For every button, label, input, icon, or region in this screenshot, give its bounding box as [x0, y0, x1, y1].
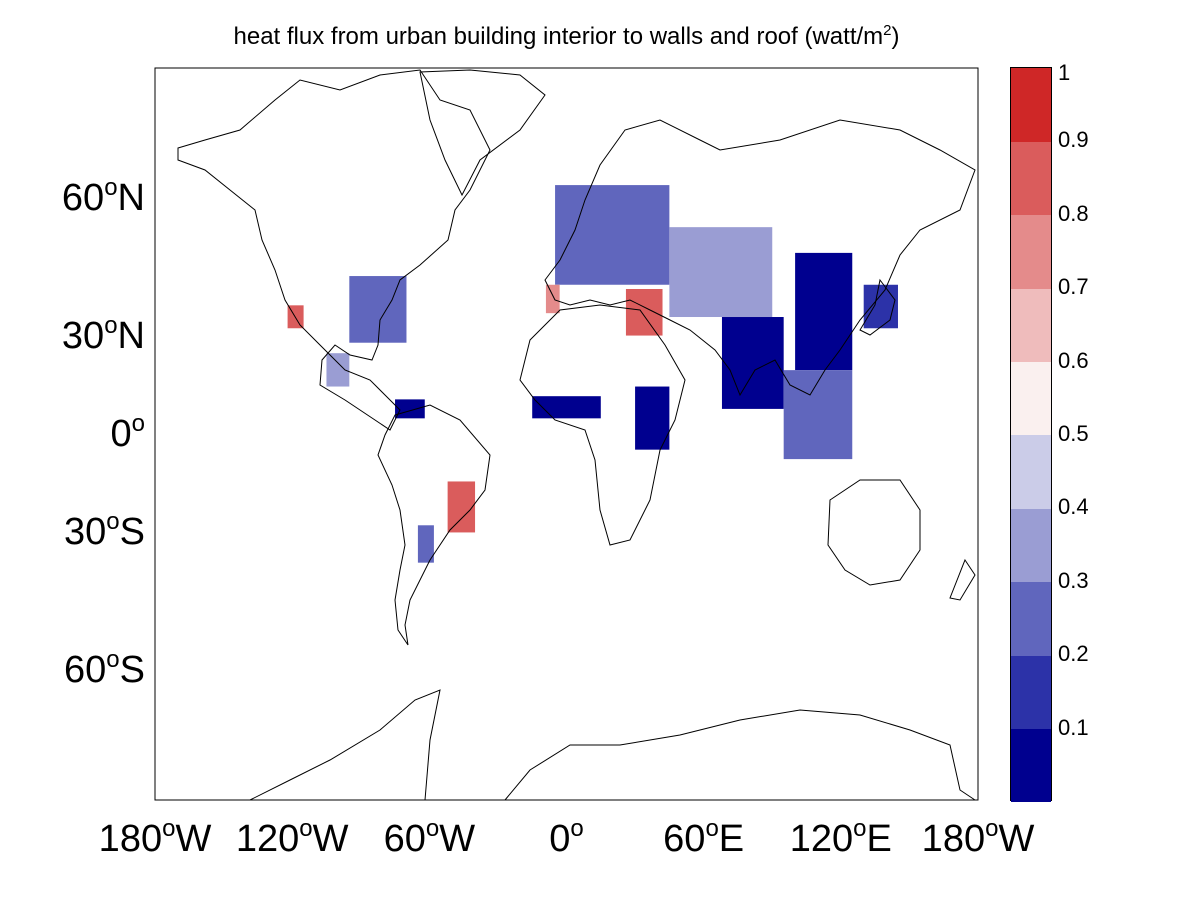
colorbar-tick-label: 0.7 [1058, 274, 1089, 300]
coastlines [177, 69, 976, 801]
field-region-west-africa [532, 396, 601, 419]
coastline-greenland [419, 69, 546, 197]
map-frame-border [154, 67, 979, 801]
field-region-central-asia [669, 227, 773, 318]
field-region-southeast-asia [783, 370, 853, 460]
coastline-japan [859, 278, 896, 336]
colorbar-segment [1011, 361, 1051, 436]
field-region-china [795, 252, 853, 371]
colorbar-segment [1011, 141, 1051, 216]
colorbar-tick-label: 0.1 [1058, 714, 1089, 740]
lon-tick-label: 60oE [663, 815, 745, 860]
coastline-africa [519, 304, 686, 546]
colorbar-tick-label: 0.8 [1058, 200, 1089, 226]
lat-tick-label: 30oN [61, 311, 145, 357]
map-title-close: ) [891, 23, 900, 50]
field-region-japan [863, 284, 898, 329]
colorbar-tick-label: 0.5 [1058, 421, 1089, 446]
coastline-eurasia [544, 119, 976, 397]
field-region-turkey-middle-east [625, 288, 663, 336]
map-title-text: heat flux from urban building interior t… [233, 23, 884, 50]
colorbar-tick-label: 0.2 [1058, 641, 1089, 667]
colorbar-segment [1011, 435, 1051, 509]
field-region-east-africa [635, 386, 670, 450]
colorbar [1010, 67, 1052, 803]
lat-tick-label: 30oS [64, 508, 145, 554]
coastline-australia [827, 479, 921, 586]
field-region-southeast-brazil [447, 481, 476, 533]
colorbar-segment [1011, 728, 1051, 803]
lon-tick-label: 60oW [383, 815, 476, 860]
lon-tick-label: 120oE [789, 815, 892, 860]
lat-tick-label: 60oS [64, 646, 145, 691]
lon-tick-label: 0o [549, 815, 584, 860]
lon-tick-label: 120oW [235, 815, 349, 860]
field-region-south-asia [721, 317, 784, 409]
map-title-superscript: 2 [883, 22, 892, 39]
coastline-new-zealand [949, 558, 976, 601]
colorbar-tick-label: 0.9 [1058, 127, 1089, 153]
coastline-antarctica [504, 709, 976, 801]
colorbar-tick-label: 0.3 [1058, 567, 1089, 593]
colorbar-tick-label: 0.4 [1058, 494, 1089, 520]
lon-tick-label: 180oW [921, 815, 1035, 860]
field-region-mexico [326, 353, 350, 387]
field-region-europe [555, 185, 670, 285]
colorbar-segment [1011, 581, 1051, 656]
field-region-colombia-venezuela [395, 399, 425, 419]
colorbar-tick-label: 0.6 [1058, 347, 1089, 373]
colorbar-segment [1011, 214, 1051, 289]
colorbar-segment [1011, 508, 1051, 583]
map-title: heat flux from urban building interior t… [155, 22, 978, 51]
colorbar-tick-label: 1 [1058, 60, 1071, 85]
lat-tick-label: 0o [110, 410, 146, 455]
field-region-argentina [417, 525, 434, 563]
field-layer [287, 185, 898, 563]
colorbar-segment [1011, 288, 1051, 363]
colorbar-segment [1011, 655, 1051, 730]
field-region-iberia [545, 284, 560, 314]
lon-tick-label: 180oW [98, 815, 212, 860]
coastline-antarctic-peninsula [249, 689, 441, 801]
coastline-south-america [377, 404, 491, 646]
coastline-north-america [177, 69, 491, 431]
colorbar-segment [1011, 68, 1051, 142]
lat-tick-label: 60oN [61, 174, 145, 219]
